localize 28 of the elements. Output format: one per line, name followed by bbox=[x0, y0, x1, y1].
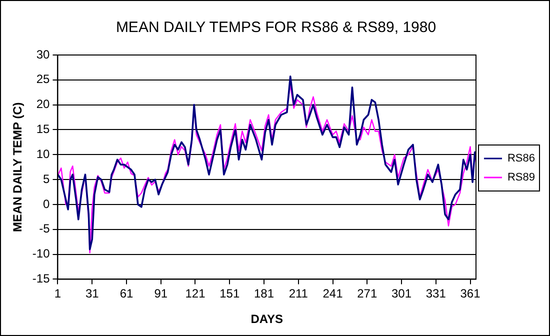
x-tick-label: 151 bbox=[220, 286, 240, 301]
y-tick-label: 15 bbox=[36, 122, 50, 136]
y-tick-label: 10 bbox=[36, 146, 50, 161]
y-axis-title: MEAN DAILY TEMP (C) bbox=[10, 102, 25, 232]
x-tick-label: 121 bbox=[185, 286, 206, 301]
y-tick-label: -10 bbox=[32, 246, 50, 261]
x-tick-label: 1 bbox=[54, 286, 62, 301]
x-tick-label: 331 bbox=[426, 286, 446, 301]
y-tick-label: -15 bbox=[32, 272, 50, 286]
y-tick-label: 5 bbox=[43, 172, 50, 186]
x-tick-label: 241 bbox=[322, 286, 344, 301]
y-tick-label: 30 bbox=[36, 47, 50, 62]
y-tick-label: 25 bbox=[36, 72, 50, 86]
y-tick-label: 0 bbox=[43, 196, 50, 211]
x-tick-label: 301 bbox=[391, 286, 412, 301]
x-tick-label: 361 bbox=[460, 286, 481, 301]
x-tick-label: 61 bbox=[120, 286, 134, 301]
chart-title: MEAN DAILY TEMPS FOR RS86 & RS89, 1980 bbox=[116, 19, 436, 36]
legend-label: RS89 bbox=[507, 172, 536, 184]
x-tick-label: 211 bbox=[288, 286, 308, 301]
x-tick-label: 181 bbox=[254, 286, 274, 301]
legend-label: RS86 bbox=[507, 152, 536, 165]
x-tick-label: 31 bbox=[85, 286, 100, 301]
y-tick-label: -5 bbox=[39, 222, 50, 236]
y-tick-label: 20 bbox=[36, 97, 50, 112]
x-axis-title: DAYS bbox=[250, 312, 283, 326]
x-tick-label: 271 bbox=[357, 286, 378, 301]
x-tick-label: 91 bbox=[154, 286, 168, 301]
